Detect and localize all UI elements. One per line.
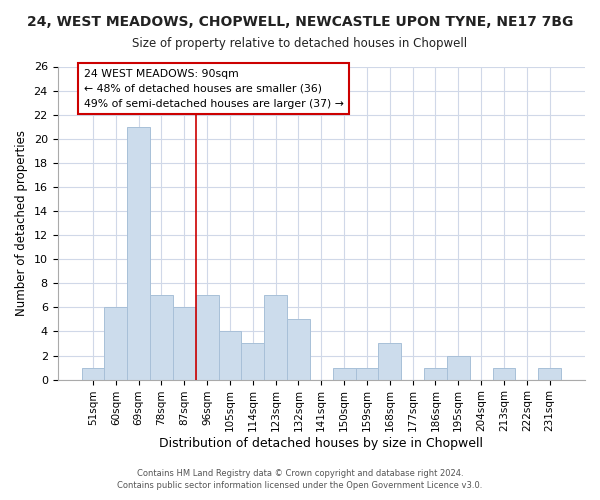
Bar <box>127 126 150 380</box>
Y-axis label: Number of detached properties: Number of detached properties <box>15 130 28 316</box>
Bar <box>241 344 264 380</box>
Bar <box>447 356 470 380</box>
Bar <box>538 368 561 380</box>
Text: Contains HM Land Registry data © Crown copyright and database right 2024.
Contai: Contains HM Land Registry data © Crown c… <box>118 468 482 490</box>
X-axis label: Distribution of detached houses by size in Chopwell: Distribution of detached houses by size … <box>159 437 483 450</box>
Bar <box>150 296 173 380</box>
Text: 24, WEST MEADOWS, CHOPWELL, NEWCASTLE UPON TYNE, NE17 7BG: 24, WEST MEADOWS, CHOPWELL, NEWCASTLE UP… <box>27 15 573 29</box>
Bar <box>287 320 310 380</box>
Bar <box>356 368 379 380</box>
Bar <box>332 368 356 380</box>
Bar <box>424 368 447 380</box>
Bar <box>264 296 287 380</box>
Text: 24 WEST MEADOWS: 90sqm
← 48% of detached houses are smaller (36)
49% of semi-det: 24 WEST MEADOWS: 90sqm ← 48% of detached… <box>84 69 344 108</box>
Bar <box>379 344 401 380</box>
Bar <box>104 308 127 380</box>
Bar <box>218 332 241 380</box>
Bar <box>82 368 104 380</box>
Bar <box>196 296 218 380</box>
Bar <box>173 308 196 380</box>
Bar <box>493 368 515 380</box>
Text: Size of property relative to detached houses in Chopwell: Size of property relative to detached ho… <box>133 38 467 51</box>
